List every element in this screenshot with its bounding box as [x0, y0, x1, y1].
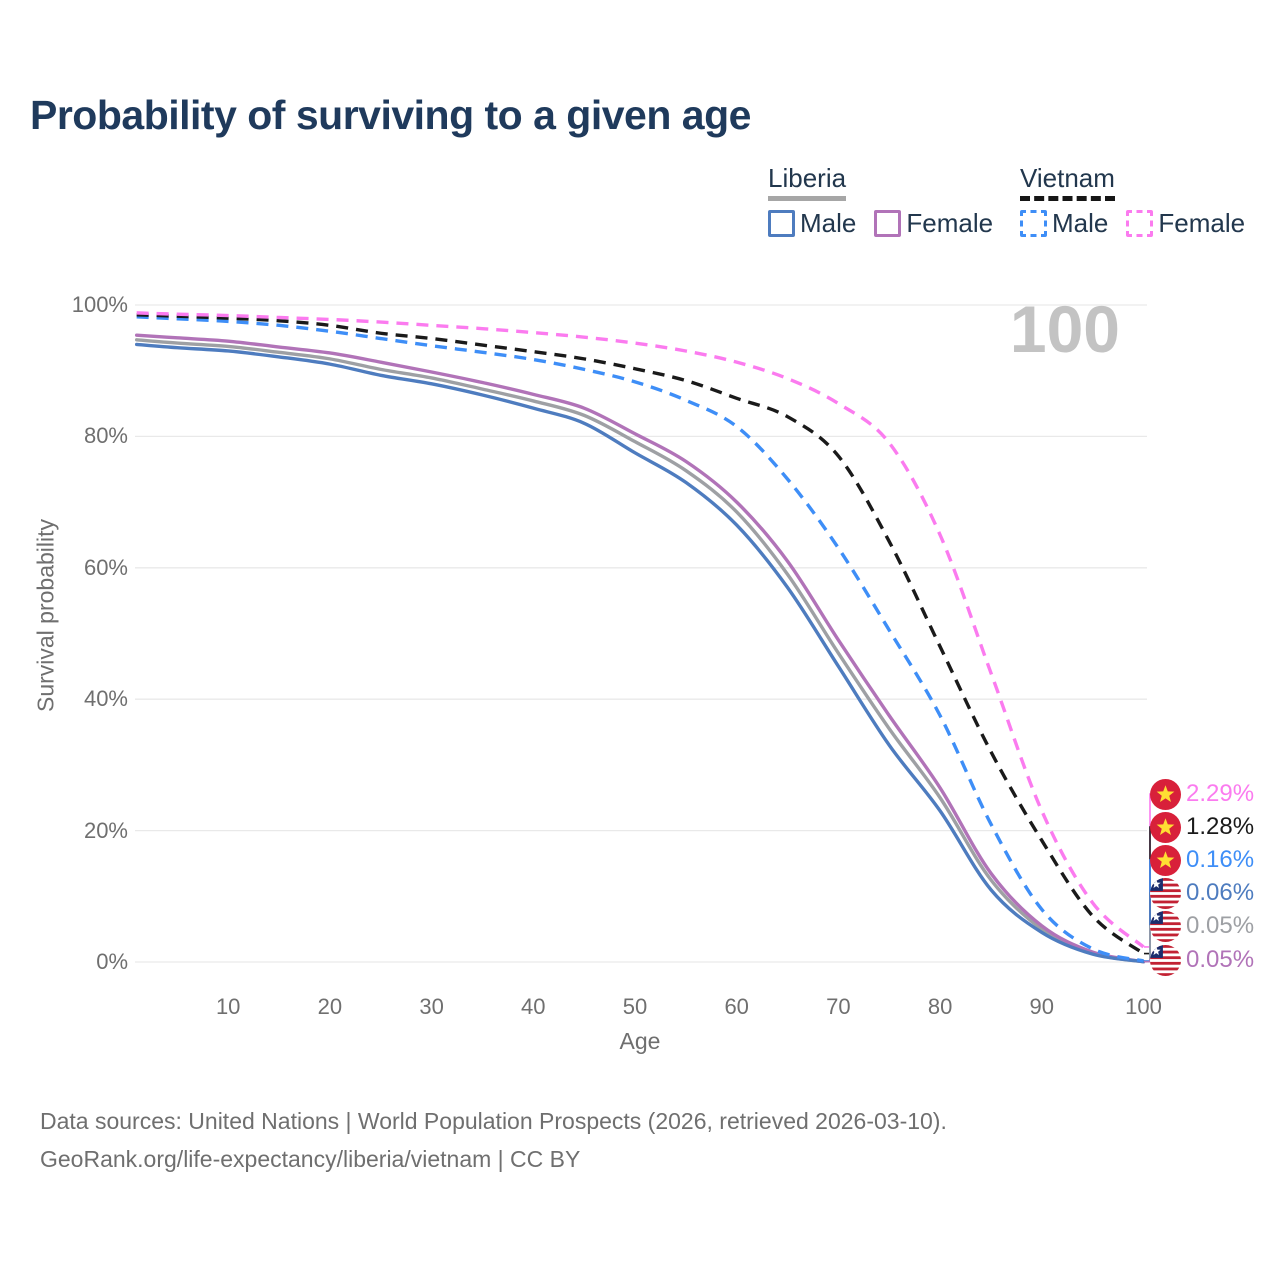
- data-sources-line: Data sources: United Nations | World Pop…: [40, 1108, 947, 1134]
- x-tick-label: 60: [724, 994, 749, 1019]
- legend-country-liberia[interactable]: Liberia: [768, 163, 847, 201]
- legend-item-liberia-female[interactable]: Female: [874, 208, 993, 239]
- legend-label-liberia-female: Female: [906, 208, 994, 238]
- curve-liberia-female[interactable]: [134, 333, 1146, 964]
- liberia-flag-icon: [1150, 910, 1181, 942]
- legend-label-liberia-male: Male: [800, 208, 857, 238]
- chart-title: Probability of surviving to a given age: [30, 92, 751, 138]
- liberia-female-swatch-icon: [874, 210, 902, 237]
- end-label-value: 1.28%: [1186, 813, 1255, 840]
- hover-age-watermark: 100: [1009, 292, 1120, 366]
- liberia-flag-icon: [1150, 877, 1181, 909]
- x-tick-label: 70: [826, 994, 851, 1019]
- y-tick-label: 40%: [83, 686, 128, 712]
- x-tick-label: 10: [215, 994, 241, 1019]
- y-tick-label: 100%: [71, 292, 128, 317]
- curve-vietnam-combined[interactable]: [136, 313, 1145, 955]
- end-label-value: 0.06%: [1186, 879, 1255, 906]
- x-tick-label: 50: [622, 994, 648, 1019]
- end-label-value: 2.29%: [1186, 780, 1255, 807]
- y-tick-label: 0%: [96, 949, 128, 974]
- liberia-flag-icon: [1150, 944, 1181, 976]
- legend-country-vietnam[interactable]: Vietnam: [1020, 163, 1115, 201]
- curve-liberia-combined[interactable]: [134, 338, 1146, 964]
- end-label-vn_all: 1.28%: [1150, 811, 1254, 843]
- x-axis-title: Age: [619, 1028, 661, 1054]
- end-label-vn_female: 2.29%: [1150, 778, 1254, 810]
- y-tick-label: 20%: [83, 817, 128, 843]
- legend-row-vietnam: Male Female: [1020, 208, 1263, 239]
- vietnam-female-swatch-icon: [1126, 210, 1154, 237]
- end-label-lr_all: 0.05%: [1150, 910, 1254, 942]
- x-tick-label: 80: [927, 994, 953, 1019]
- legend-row-liberia: Male Female: [768, 208, 1011, 239]
- legend-item-liberia-male[interactable]: Male: [768, 208, 856, 239]
- legend-item-vietnam-male[interactable]: Male: [1020, 208, 1108, 239]
- curve-vietnam-female[interactable]: [136, 311, 1145, 949]
- end-label-value: 0.05%: [1186, 912, 1255, 939]
- legend-label-vietnam-female: Female: [1158, 208, 1246, 238]
- end-label-value: 0.05%: [1186, 946, 1255, 973]
- x-tick-label: 90: [1029, 994, 1055, 1019]
- end-label-value: 0.16%: [1186, 846, 1255, 873]
- legend-label-vietnam-male: Male: [1052, 208, 1109, 238]
- curve-vietnam-male[interactable]: [136, 315, 1144, 963]
- legend-group-liberia: Liberia Male Female: [768, 163, 1011, 239]
- end-label-lr_male: 0.06%: [1150, 877, 1254, 909]
- liberia-male-swatch-icon: [768, 210, 795, 237]
- vietnam-male-swatch-icon: [1020, 210, 1047, 237]
- attribution-line: GeoRank.org/life-expectancy/liberia/viet…: [40, 1146, 581, 1172]
- legend-group-vietnam: Vietnam Male Female: [1020, 163, 1263, 239]
- end-label-lr_female: 0.05%: [1150, 944, 1254, 976]
- curve-liberia-male[interactable]: [134, 342, 1146, 964]
- vietnam-flag-icon: [1150, 811, 1181, 843]
- x-tick-label: 20: [317, 994, 343, 1019]
- end-label-vn_male: 0.16%: [1150, 844, 1254, 876]
- legend-item-vietnam-female[interactable]: Female: [1126, 208, 1245, 239]
- y-tick-label: 80%: [83, 423, 128, 449]
- x-tick-label: 100: [1125, 994, 1162, 1019]
- vietnam-flag-icon: [1150, 844, 1181, 876]
- x-tick-label: 30: [419, 994, 444, 1019]
- x-tick-label: 40: [521, 994, 546, 1019]
- vietnam-flag-icon: [1150, 778, 1181, 810]
- y-tick-label: 60%: [83, 554, 128, 580]
